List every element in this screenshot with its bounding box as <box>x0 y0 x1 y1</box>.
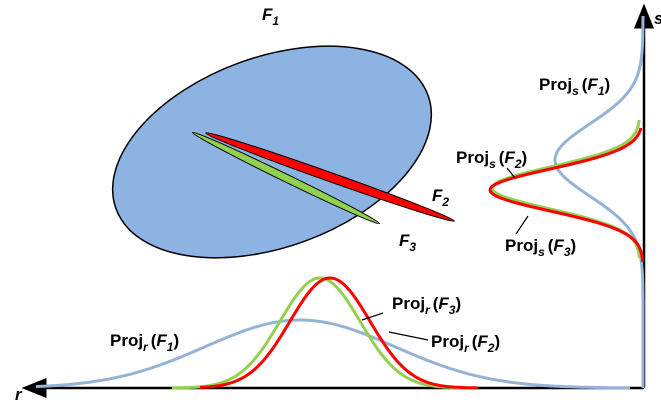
r-axis-label: r <box>15 385 23 404</box>
leader-proj-s-f2 <box>506 167 516 179</box>
proj-s-f3-label: Projs (F3) <box>505 236 576 259</box>
proj-r-f3-curve <box>172 276 470 390</box>
proj-r-f2-label: Projr (F2) <box>431 332 500 355</box>
f3-label: F3 <box>399 231 416 254</box>
proj-r-f1-curve <box>35 318 630 390</box>
f2-label: F2 <box>432 186 449 209</box>
proj-s-f1-curve <box>553 16 645 388</box>
f3-ellipse <box>192 131 380 225</box>
proj-r-f2-curve <box>199 276 478 390</box>
proj-s-f2-curve <box>488 127 645 263</box>
proj-r-f1-label: Projr (F1) <box>110 331 179 354</box>
proj-s-f2-label: Projs (F2) <box>456 148 527 171</box>
f1-label: F1 <box>262 5 279 28</box>
s-axis-label: s <box>654 9 661 28</box>
f2-ellipse <box>205 132 455 222</box>
leader-proj-r-f3 <box>361 312 384 321</box>
proj-s-f1-label: Projs (F1) <box>539 75 610 98</box>
leader-proj-s-f3 <box>515 215 529 235</box>
leader-proj-r-f2 <box>388 331 429 341</box>
proj-r-f3-label: Projr (F3) <box>392 294 461 317</box>
